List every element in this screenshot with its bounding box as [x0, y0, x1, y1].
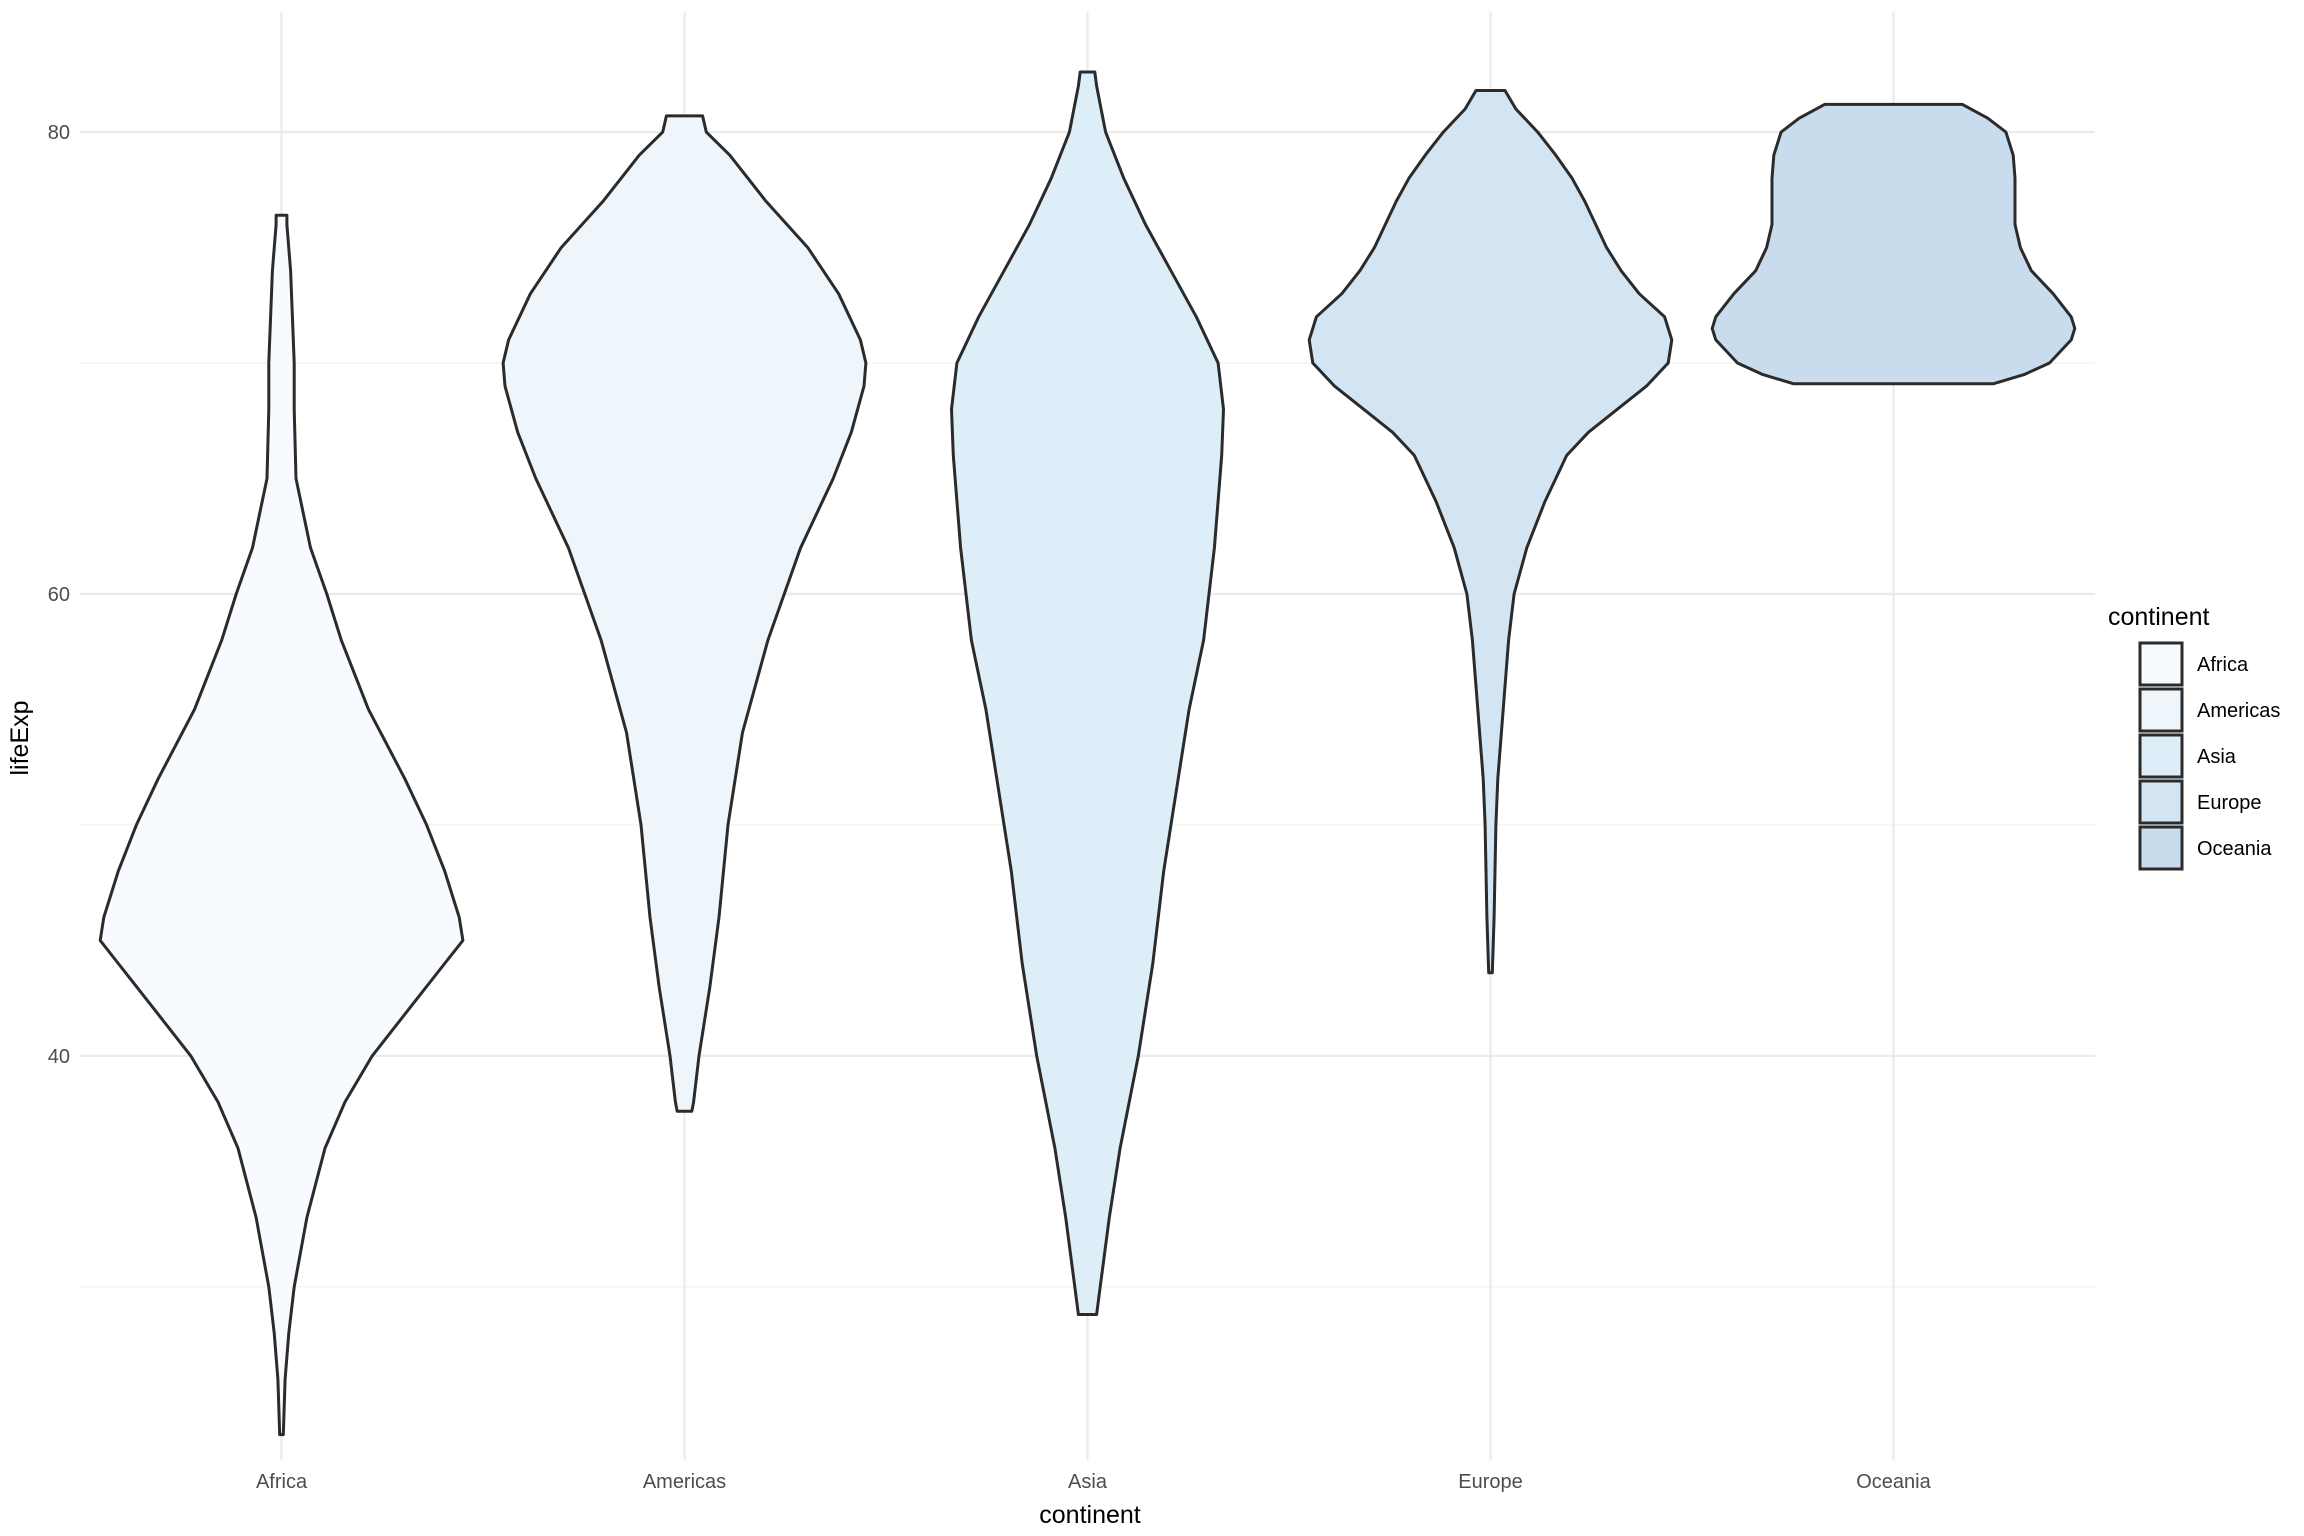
legend-key-americas [2138, 687, 2184, 733]
x-tick-label: Africa [256, 1471, 308, 1493]
legend-title: continent [2108, 603, 2210, 631]
legend: continent Africa Americas Asia Europe Oceani… [2108, 603, 2280, 871]
violin-africa [98, 213, 465, 1437]
y-tick-label: 40 [48, 1046, 70, 1068]
y-axis-ticks: 40 60 80 [48, 122, 70, 1068]
x-tick-label: Americas [643, 1471, 726, 1493]
legend-label: Oceania [2197, 838, 2272, 860]
legend-key-oceania [2138, 825, 2184, 871]
legend-key-asia [2138, 733, 2184, 779]
legend-label: Americas [2197, 700, 2280, 722]
y-axis-title: lifeExp [6, 700, 34, 775]
y-tick-label: 80 [48, 122, 70, 144]
legend-items: Africa Americas Asia Europe Oceania [2138, 641, 2280, 871]
x-tick-label: Asia [1068, 1471, 1108, 1493]
legend-label: Africa [2197, 654, 2249, 676]
legend-key-europe [2138, 779, 2184, 825]
violin-series [98, 70, 2077, 1437]
x-tick-label: Oceania [1856, 1471, 1931, 1493]
y-tick-label: 60 [48, 584, 70, 606]
x-axis-ticks: Africa Americas Asia Europe Oceania [256, 1471, 1932, 1493]
violin-americas [501, 114, 868, 1113]
violin-europe [1307, 89, 1674, 975]
x-axis-title: continent [1039, 1501, 1141, 1529]
legend-label: Asia [2197, 746, 2237, 768]
violin-oceania [1710, 102, 2077, 386]
x-tick-label: Europe [1458, 1471, 1523, 1493]
legend-key-africa [2138, 641, 2184, 687]
legend-label: Europe [2197, 792, 2262, 814]
violin-asia [950, 70, 1225, 1316]
